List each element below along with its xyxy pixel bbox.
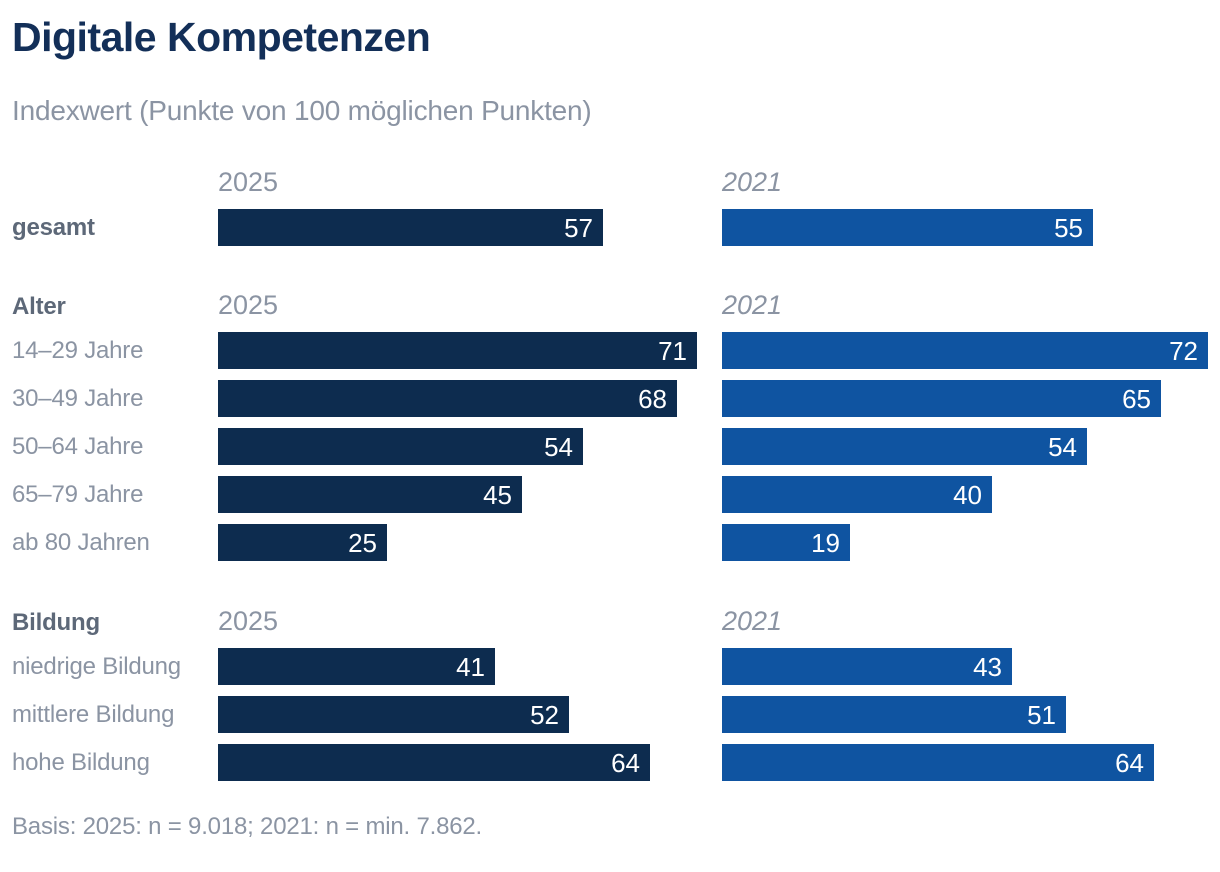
chart-row-50-64: 50–64 Jahre 54 54 bbox=[12, 428, 1208, 465]
bar-value: 64 bbox=[611, 747, 640, 778]
bar-2021-hohe-bildung: 64 bbox=[722, 744, 1154, 781]
bar-value: 25 bbox=[348, 527, 377, 558]
bar-value: 43 bbox=[973, 651, 1002, 682]
bar-cell-2021: 19 bbox=[722, 524, 1208, 561]
chart-row-ab-80: ab 80 Jahren 25 19 bbox=[12, 524, 1208, 561]
column-header-2021: 2021 bbox=[722, 167, 783, 197]
bar-value: 45 bbox=[483, 479, 512, 510]
bar-cell-2021: 40 bbox=[722, 476, 1208, 513]
bar-2021-65-79: 40 bbox=[722, 476, 992, 513]
bar-2025-65-79: 45 bbox=[218, 476, 522, 513]
bar-cell-2025: 57 bbox=[218, 209, 722, 246]
bar-value: 55 bbox=[1054, 212, 1083, 243]
bar-cell-2021: 51 bbox=[722, 696, 1208, 733]
section-header-row: 2025 2021 bbox=[12, 167, 1208, 197]
section-label: Alter bbox=[12, 293, 66, 320]
bar-cell-2025: 25 bbox=[218, 524, 722, 561]
bar-cell-2025: 68 bbox=[218, 380, 722, 417]
basis-note: Basis: 2025: n = 9.018; 2021: n = min. 7… bbox=[12, 813, 483, 840]
bar-value: 64 bbox=[1115, 747, 1144, 778]
bar-value: 65 bbox=[1122, 383, 1151, 414]
page-title: Digitale Kompetenzen bbox=[12, 14, 431, 60]
row-label: ab 80 Jahren bbox=[12, 528, 150, 556]
bar-2025-ab-80: 25 bbox=[218, 524, 387, 561]
chart-row-mittlere-bildung: mittlere Bildung 52 51 bbox=[12, 696, 1208, 733]
chart-container: Digitale Kompetenzen Indexwert (Punkte v… bbox=[12, 14, 1208, 840]
section-gesamt: 2025 2021 gesamt 57 55 bbox=[12, 167, 1208, 246]
row-label: mittlere Bildung bbox=[12, 700, 175, 728]
row-label: hohe Bildung bbox=[12, 748, 150, 776]
column-header-2025: 2025 bbox=[218, 167, 279, 197]
bar-value: 71 bbox=[658, 335, 687, 366]
bar-value: 68 bbox=[638, 383, 667, 414]
bar-2021-niedrige-bildung: 43 bbox=[722, 648, 1012, 685]
bar-cell-2021: 72 bbox=[722, 332, 1208, 369]
row-label: 30–49 Jahre bbox=[12, 384, 144, 412]
bar-2025-mittlere-bildung: 52 bbox=[218, 696, 569, 733]
column-header-2025: 2025 bbox=[218, 290, 279, 320]
section-bildung: Bildung 2025 2021 niedrige Bildung 41 43… bbox=[12, 606, 1208, 781]
bar-cell-2021: 55 bbox=[722, 209, 1208, 246]
bar-value: 54 bbox=[544, 431, 573, 462]
section-header-row: Alter 2025 2021 bbox=[12, 290, 1208, 320]
section-header-row: Bildung 2025 2021 bbox=[12, 606, 1208, 636]
bar-cell-2021: 64 bbox=[722, 744, 1208, 781]
column-header-2021: 2021 bbox=[722, 290, 783, 320]
bar-cell-2025: 41 bbox=[218, 648, 722, 685]
bar-value: 54 bbox=[1048, 431, 1077, 462]
bar-2021-14-29: 72 bbox=[722, 332, 1208, 369]
bar-value: 57 bbox=[564, 212, 593, 243]
bar-2025-niedrige-bildung: 41 bbox=[218, 648, 495, 685]
column-header-2025: 2025 bbox=[218, 606, 279, 636]
bar-cell-2021: 43 bbox=[722, 648, 1208, 685]
bar-2021-gesamt: 55 bbox=[722, 209, 1093, 246]
bar-2021-mittlere-bildung: 51 bbox=[722, 696, 1066, 733]
chart-row-gesamt: gesamt 57 55 bbox=[12, 209, 1208, 246]
row-label: 50–64 Jahre bbox=[12, 432, 144, 460]
bar-2025-hohe-bildung: 64 bbox=[218, 744, 650, 781]
chart-row-niedrige-bildung: niedrige Bildung 41 43 bbox=[12, 648, 1208, 685]
bar-value: 52 bbox=[530, 699, 559, 730]
section-label: Bildung bbox=[12, 609, 100, 636]
chart-row-65-79: 65–79 Jahre 45 40 bbox=[12, 476, 1208, 513]
chart-row-hohe-bildung: hohe Bildung 64 64 bbox=[12, 744, 1208, 781]
bar-value: 72 bbox=[1169, 335, 1198, 366]
row-label: gesamt bbox=[12, 213, 95, 241]
bar-cell-2021: 54 bbox=[722, 428, 1208, 465]
bar-value: 19 bbox=[811, 527, 840, 558]
bar-2021-30-49: 65 bbox=[722, 380, 1161, 417]
bar-value: 40 bbox=[953, 479, 982, 510]
bar-2021-50-64: 54 bbox=[722, 428, 1087, 465]
page-subtitle: Indexwert (Punkte von 100 möglichen Punk… bbox=[12, 95, 592, 126]
bar-2025-gesamt: 57 bbox=[218, 209, 603, 246]
bar-2021-ab-80: 19 bbox=[722, 524, 850, 561]
row-label: 65–79 Jahre bbox=[12, 480, 144, 508]
bar-cell-2025: 45 bbox=[218, 476, 722, 513]
bar-cell-2025: 64 bbox=[218, 744, 722, 781]
bar-cell-2025: 52 bbox=[218, 696, 722, 733]
chart-row-30-49: 30–49 Jahre 68 65 bbox=[12, 380, 1208, 417]
bar-cell-2025: 54 bbox=[218, 428, 722, 465]
bar-2025-14-29: 71 bbox=[218, 332, 697, 369]
chart-row-14-29: 14–29 Jahre 71 72 bbox=[12, 332, 1208, 369]
column-header-2021: 2021 bbox=[722, 606, 783, 636]
bar-value: 51 bbox=[1027, 699, 1056, 730]
bar-2025-30-49: 68 bbox=[218, 380, 677, 417]
bar-cell-2025: 71 bbox=[218, 332, 722, 369]
bar-2025-50-64: 54 bbox=[218, 428, 583, 465]
bar-value: 41 bbox=[456, 651, 485, 682]
row-label: niedrige Bildung bbox=[12, 652, 181, 680]
row-label: 14–29 Jahre bbox=[12, 336, 144, 364]
section-alter: Alter 2025 2021 14–29 Jahre 71 72 30–49 … bbox=[12, 290, 1208, 561]
bar-cell-2021: 65 bbox=[722, 380, 1208, 417]
